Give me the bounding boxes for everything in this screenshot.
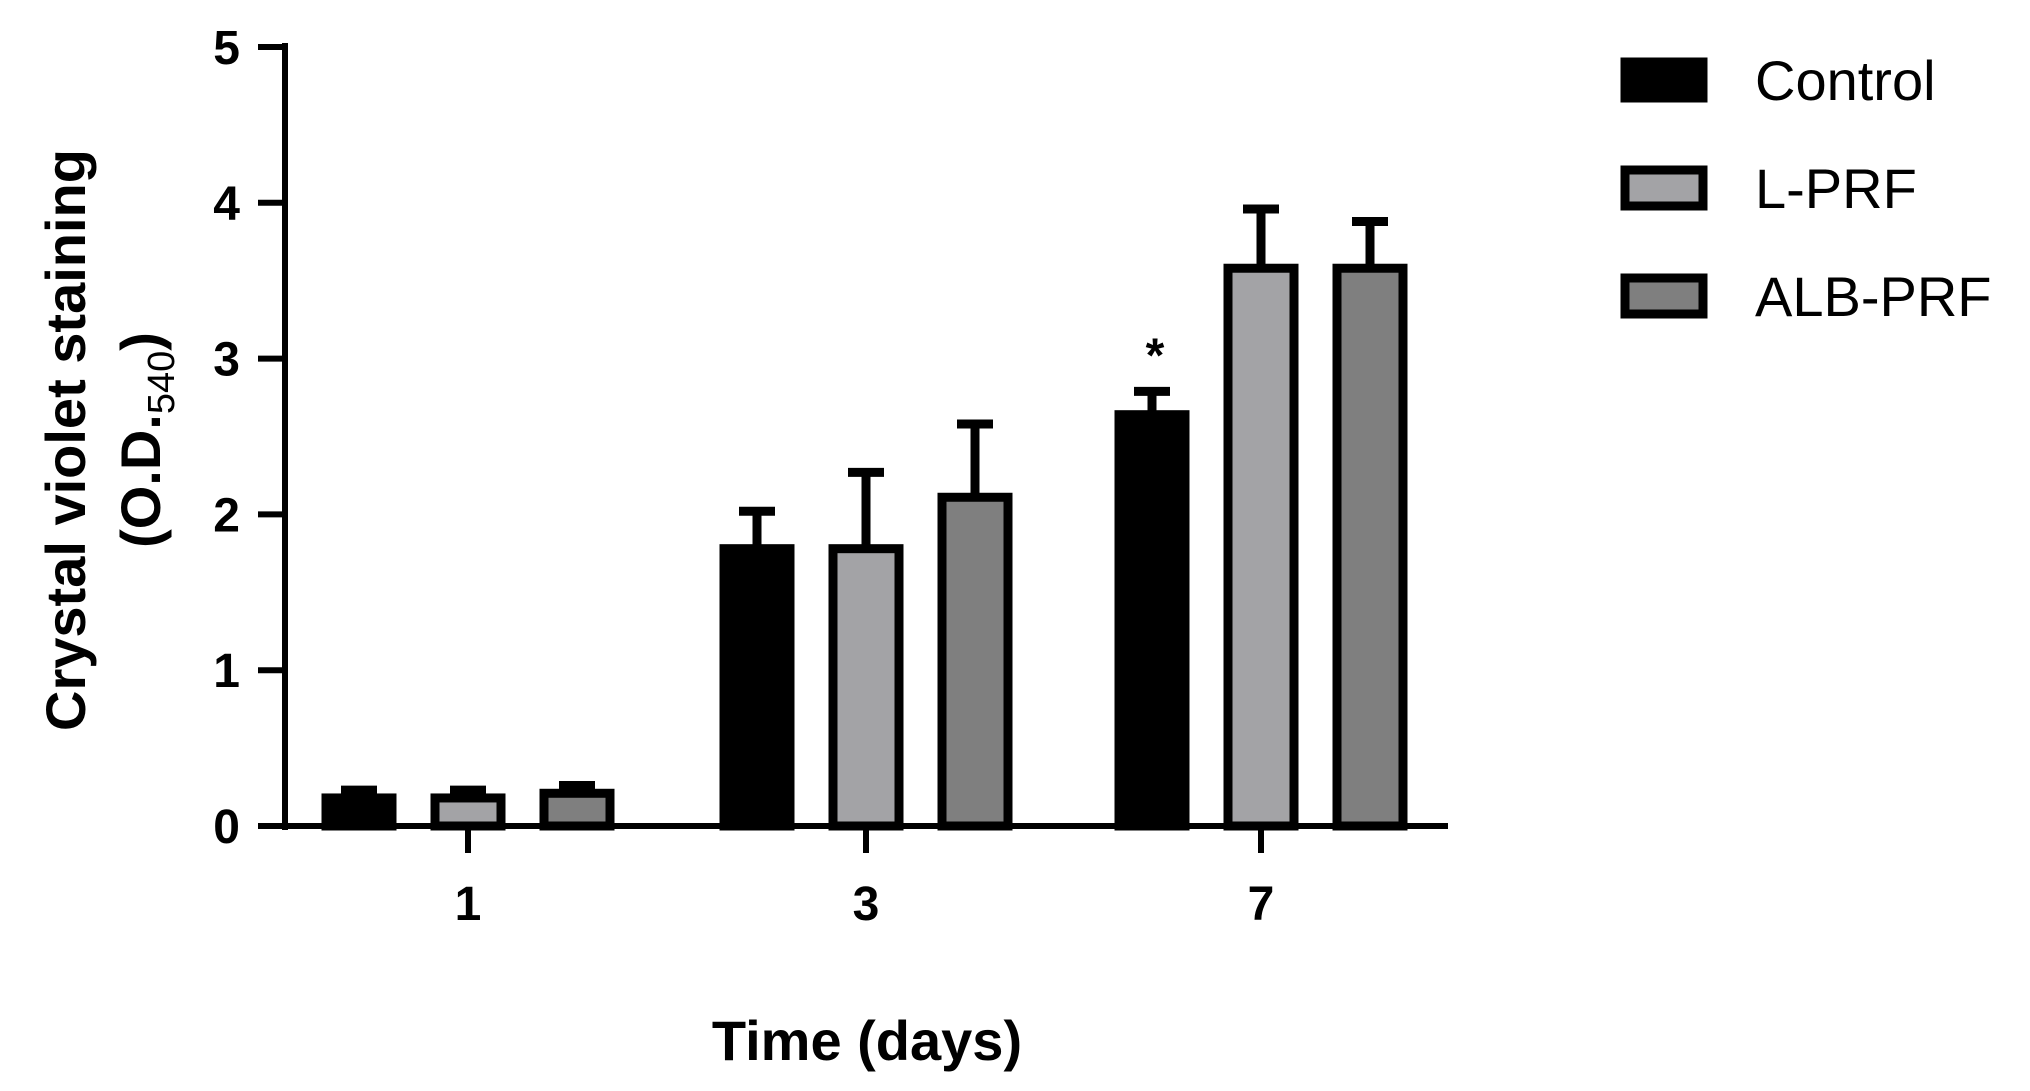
y-axis-title-line1: Crystal violet staining [34, 149, 97, 731]
y-tick-label: 0 [213, 801, 240, 854]
y-axis-title-line2-group: (O.D.540) [109, 332, 183, 548]
legend-swatch-l-prf [1620, 165, 1708, 211]
legend-label-alb-prf: ALB-PRF [1755, 265, 1992, 328]
significance-marker: * [1146, 329, 1165, 382]
bar-l-prf-day-3 [828, 544, 904, 831]
x-tick-label: 7 [1248, 878, 1275, 931]
y-tick-label: 2 [213, 489, 240, 542]
axes-layer [258, 43, 1448, 853]
x-axis-title: Time (days) [712, 1009, 1022, 1072]
y-axis-title-prefix: (O.D. [109, 414, 172, 548]
legend-swatch-alb-prf [1620, 273, 1708, 319]
legend-label-control: Control [1755, 49, 1936, 112]
bars-layer [321, 204, 1408, 831]
legend-swatch-control [1620, 57, 1708, 103]
x-tick-label: 1 [455, 878, 482, 931]
y-axis-title-subscript: 540 [141, 351, 183, 414]
bar-l-prf-day-7 [1223, 263, 1299, 831]
bar-l-prf-day-1 [430, 793, 506, 831]
legend: Control L-PRF ALB-PRF [1620, 49, 1992, 328]
x-tick-label: 3 [853, 878, 880, 931]
legend-label-l-prf: L-PRF [1755, 157, 1917, 220]
y-tick-label: 1 [213, 645, 240, 698]
y-tick-label: 4 [213, 178, 240, 231]
y-tick-label: 3 [213, 334, 240, 387]
bar-control-day-1 [321, 793, 397, 831]
bar-alb-prf-day-1 [539, 788, 615, 831]
y-axis-title-line2: (O.D.540) [109, 332, 183, 548]
y-tick-label: 5 [213, 22, 240, 75]
labels-layer: * 0 1 2 3 4 5 1 3 7 [213, 22, 1274, 931]
bar-alb-prf-day-3 [937, 492, 1013, 831]
bar-control-day-7 [1114, 410, 1190, 831]
bar-control-day-3 [719, 544, 795, 831]
y-axis-title-suffix: ) [109, 332, 172, 351]
bar-alb-prf-day-7 [1332, 263, 1408, 831]
y-axis-title: Crystal violet staining [34, 149, 97, 731]
